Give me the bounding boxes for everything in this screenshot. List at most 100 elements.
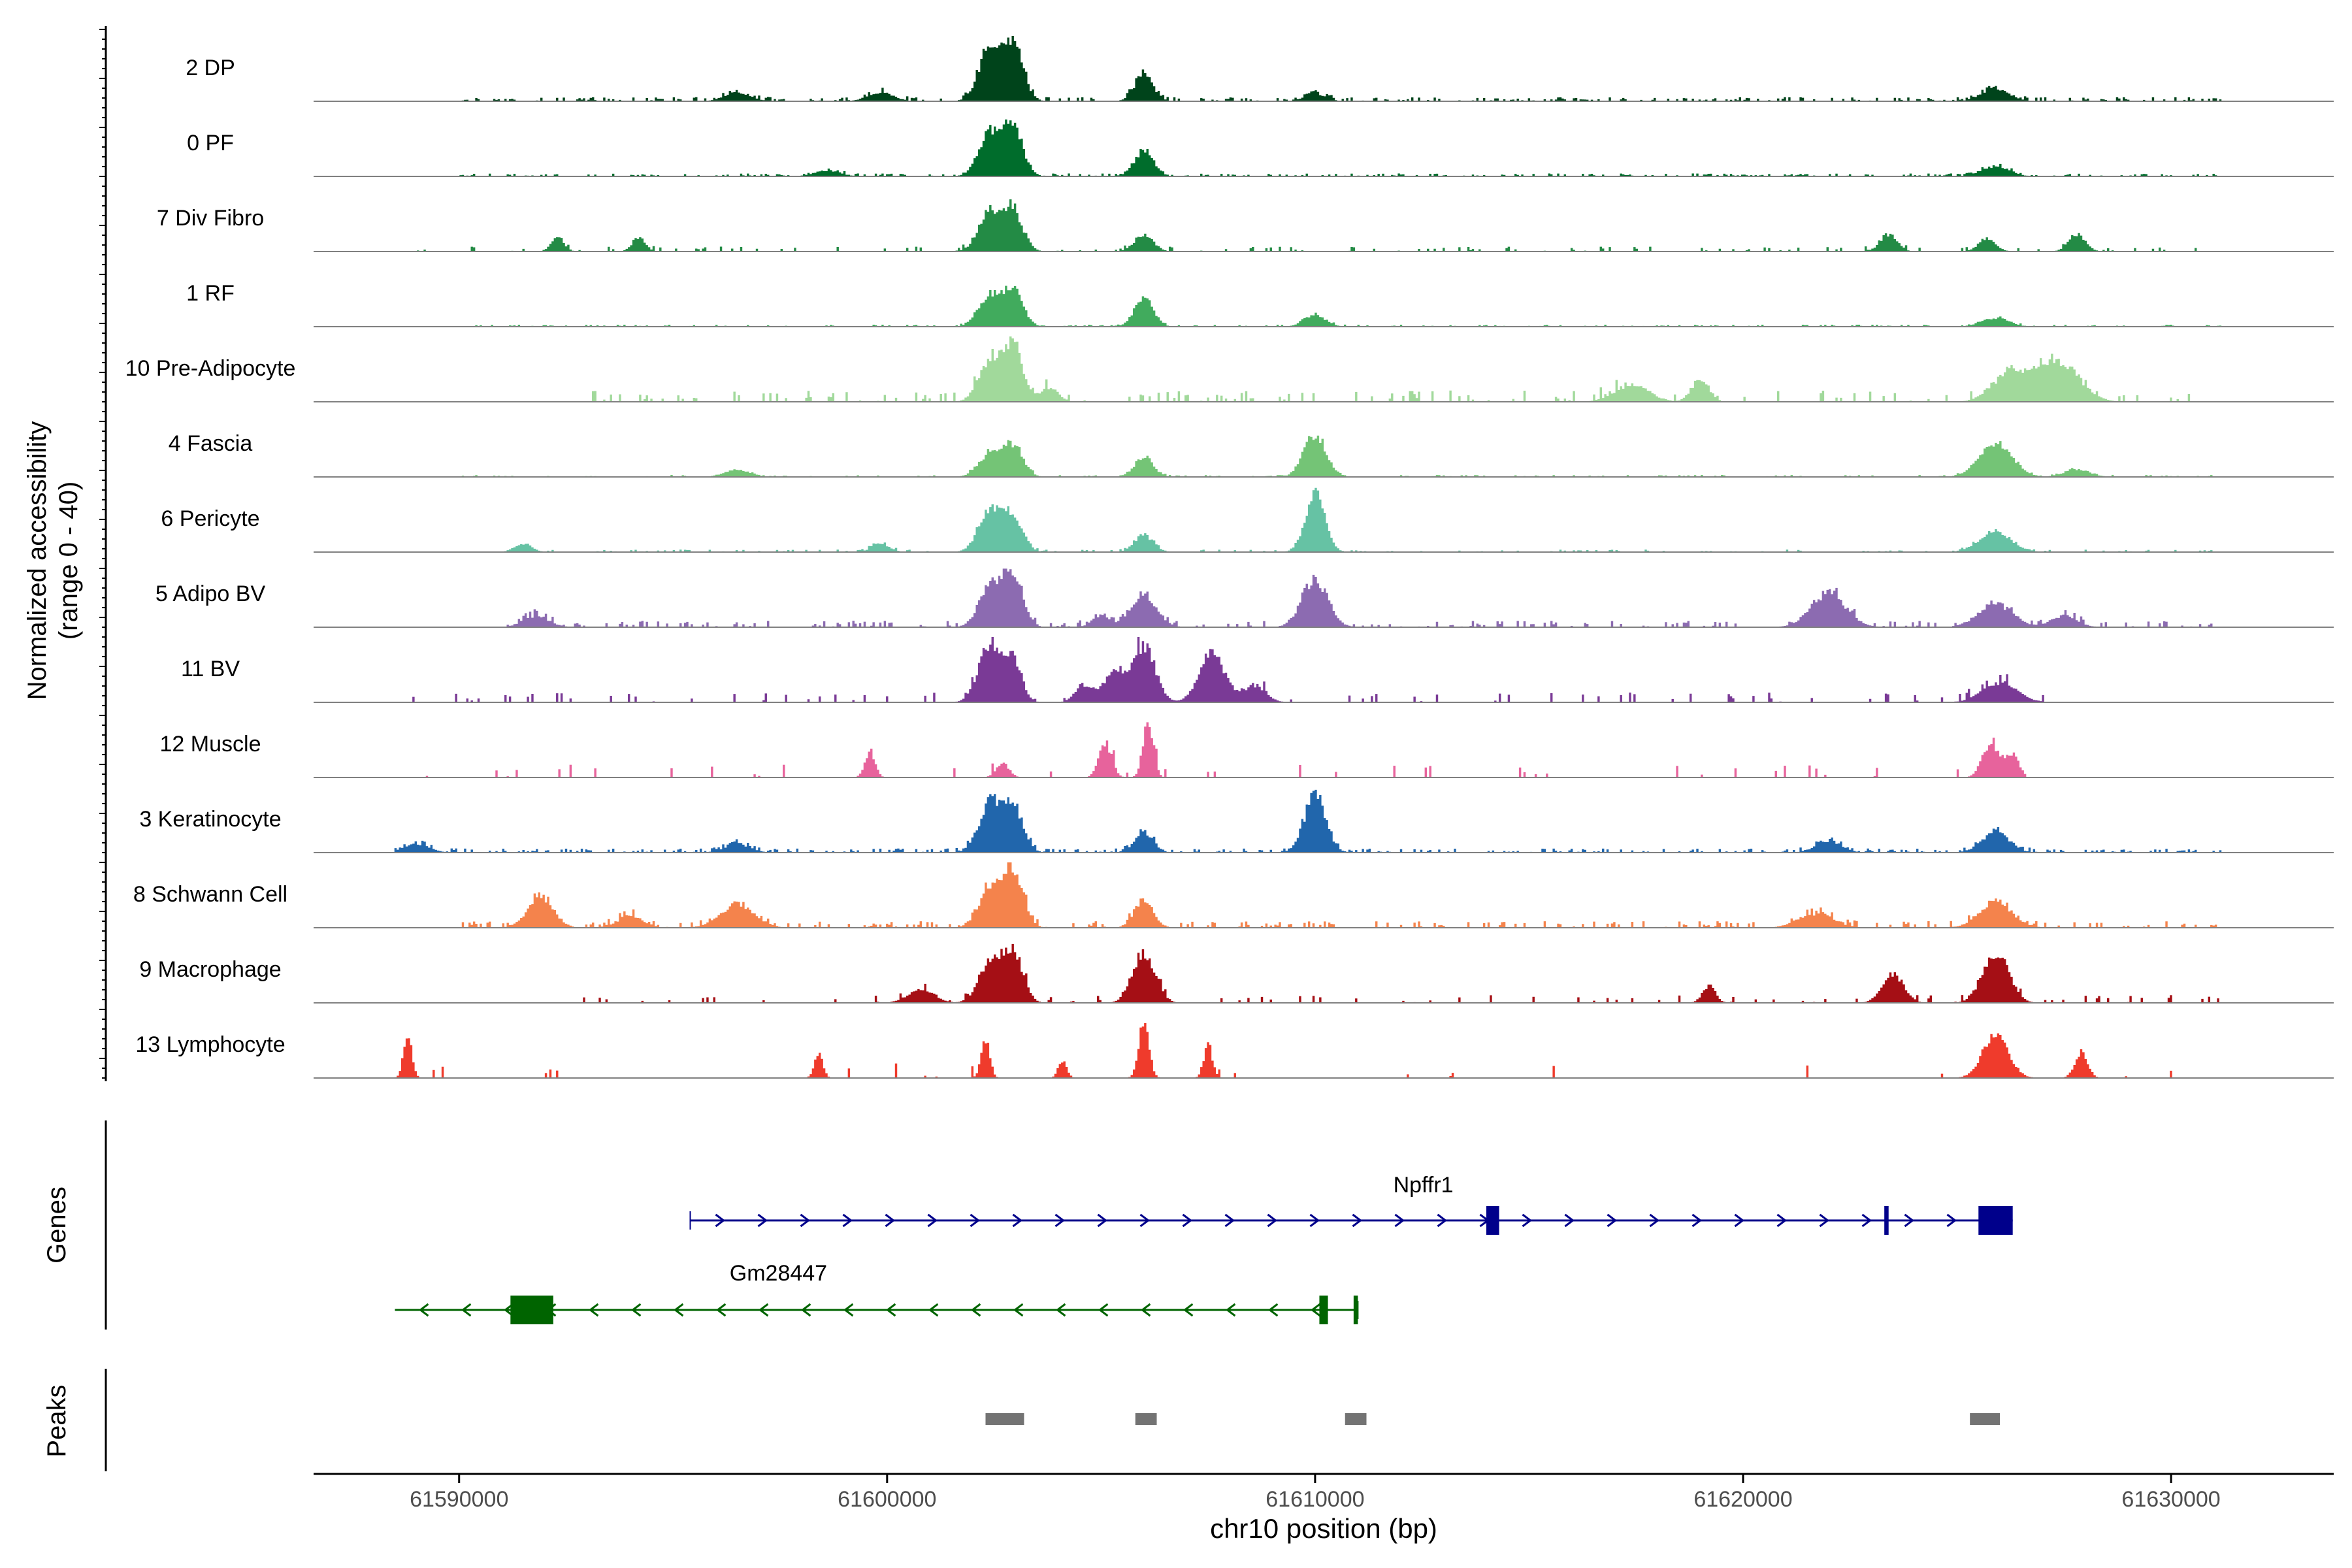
- track-8-schwann-cell: 8 Schwann Cell: [133, 862, 2334, 928]
- x-tick-label: 61600000: [838, 1487, 936, 1512]
- coverage-area: [314, 119, 2334, 176]
- track-label: 11 BV: [181, 657, 240, 681]
- coverage-area: [314, 637, 2334, 702]
- strand-arrow: [800, 1303, 811, 1317]
- gene-name-label: Gm28447: [730, 1261, 827, 1286]
- coverage-area: [314, 435, 2334, 477]
- gene-models: Npffr1 Gm28447: [395, 1173, 2013, 1324]
- strand-arrow: [800, 1213, 810, 1228]
- strand-arrow: [927, 1213, 938, 1228]
- gene-exon: [1486, 1206, 1499, 1235]
- x-tick-label: 61590000: [410, 1487, 508, 1512]
- strand-arrow: [1013, 1303, 1024, 1317]
- strand-arrow: [1776, 1213, 1787, 1228]
- track-label: 3 Keratinocyte: [139, 807, 281, 832]
- strand-arrow: [1098, 1303, 1109, 1317]
- track-12-muscle: 12 Muscle: [160, 722, 2334, 778]
- strand-arrow: [1904, 1213, 1914, 1228]
- strand-arrow: [1522, 1213, 1532, 1228]
- strand-arrow: [1225, 1303, 1236, 1317]
- strand-arrow: [758, 1303, 769, 1317]
- x-axis-label: chr10 position (bp): [1210, 1513, 1437, 1544]
- gene-exon: [510, 1296, 553, 1324]
- coverage-area: [314, 789, 2334, 853]
- peaks-label: Peaks: [42, 1384, 71, 1457]
- track-label: 10 Pre-Adipocyte: [125, 356, 296, 381]
- track-3-keratinocyte: 3 Keratinocyte: [139, 789, 2334, 853]
- track-label: 5 Adipo BV: [155, 581, 266, 606]
- x-axis-ticks: 61590000 61600000 61610000 61620000 61630000: [410, 1474, 2221, 1512]
- strand-arrow: [1564, 1213, 1575, 1228]
- strand-arrow: [1734, 1213, 1744, 1228]
- gene-gm28447: Gm28447: [395, 1261, 1359, 1324]
- strand-arrow: [928, 1303, 939, 1317]
- strand-arrow: [715, 1213, 725, 1228]
- coverage-area: [314, 36, 2334, 101]
- track-13-lymphocyte: 13 Lymphocyte: [135, 1023, 2334, 1079]
- peak-region-bar: [1345, 1413, 1367, 1425]
- strand-arrow: [1310, 1303, 1321, 1317]
- strand-arrow: [1309, 1213, 1320, 1228]
- x-tick-label: 61630000: [2121, 1487, 2220, 1512]
- coverage-area: [314, 943, 2334, 1003]
- strand-arrow: [1437, 1213, 1447, 1228]
- strand-arrow: [418, 1303, 429, 1317]
- strand-arrow: [1819, 1213, 1829, 1228]
- strand-arrow: [1140, 1303, 1151, 1317]
- strand-arrow: [1649, 1213, 1659, 1228]
- strand-arrow: [885, 1303, 896, 1317]
- track-label: 12 Muscle: [160, 732, 261, 757]
- strand-arrow: [970, 1303, 981, 1317]
- track-11-bv: 11 BV: [181, 637, 2334, 703]
- gene-npffr1: Npffr1: [689, 1173, 2013, 1235]
- coverage-area: [314, 286, 2334, 327]
- track-label: 8 Schwann Cell: [133, 882, 287, 907]
- genes-label: Genes: [42, 1186, 71, 1264]
- coverage-area: [314, 199, 2334, 252]
- strand-arrow: [970, 1213, 980, 1228]
- strand-arrow: [885, 1213, 895, 1228]
- track-label: 4 Fascia: [169, 431, 253, 456]
- track-5-adipo-bv: 5 Adipo BV: [155, 568, 2334, 628]
- coverage-area: [314, 336, 2334, 402]
- strand-arrow: [1182, 1213, 1192, 1228]
- strand-arrow: [588, 1303, 599, 1317]
- y-axis-label-line2: (range 0 - 40): [54, 482, 83, 640]
- strand-arrow: [1267, 1303, 1279, 1317]
- coverage-area: [314, 722, 2334, 777]
- gene-exon: [1319, 1296, 1328, 1324]
- strand-arrow: [461, 1303, 472, 1317]
- track-4-fascia: 4 Fascia: [169, 431, 2334, 478]
- strand-arrow: [1394, 1213, 1405, 1228]
- strand-arrow: [757, 1213, 768, 1228]
- x-axis: 61590000 61600000 61610000 61620000 61630000…: [314, 1473, 2334, 1544]
- strand-arrow: [1607, 1213, 1617, 1228]
- y-axis-ticks: [99, 29, 106, 1079]
- genes-panel: Genes Npffr1 Gm28447: [42, 1120, 2013, 1330]
- strand-arrow: [1352, 1213, 1362, 1228]
- strand-arrow: [1139, 1213, 1150, 1228]
- track-label: 0 PF: [187, 131, 234, 155]
- strand-arrow: [843, 1303, 854, 1317]
- gene-exon: [1884, 1206, 1889, 1235]
- strand-arrow: [1691, 1213, 1702, 1228]
- track-9-macrophage: 9 Macrophage: [139, 943, 2334, 1004]
- strand-arrow: [1012, 1213, 1022, 1228]
- strand-arrow: [630, 1303, 642, 1317]
- track-7-div-fibro: 7 Div Fibro: [157, 199, 2334, 252]
- peak-regions: [985, 1413, 2001, 1425]
- peak-region-bar: [1970, 1413, 2001, 1425]
- strand-arrow: [1055, 1303, 1066, 1317]
- track-2-dp: 2 DP: [186, 36, 2334, 102]
- strand-arrow: [1224, 1213, 1235, 1228]
- gene-exon: [1353, 1296, 1358, 1324]
- coverage-area: [314, 1023, 2334, 1078]
- gene-name-label: Npffr1: [1394, 1173, 1454, 1198]
- track-label: 13 Lymphocyte: [135, 1032, 285, 1057]
- coverage-area: [314, 862, 2334, 928]
- track-label: 6 Pericyte: [161, 506, 259, 531]
- strand-arrow: [1097, 1213, 1107, 1228]
- strand-arrow: [842, 1213, 853, 1228]
- peak-region-bar: [1135, 1413, 1157, 1425]
